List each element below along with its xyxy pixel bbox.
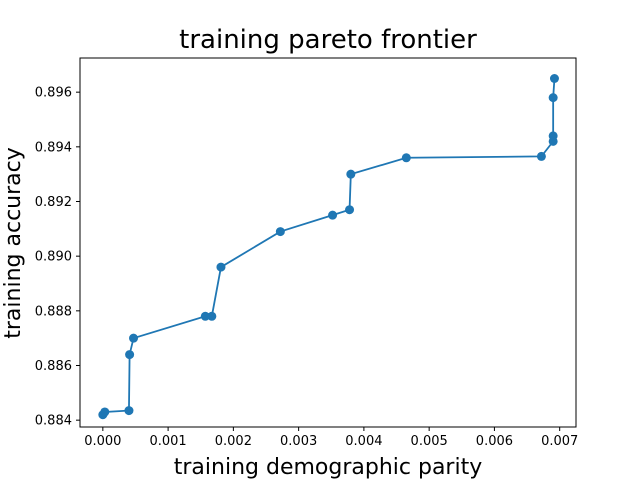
y-tick-label: 0.896 xyxy=(35,86,72,101)
y-tick-label: 0.894 xyxy=(35,140,72,155)
y-tick-label: 0.888 xyxy=(35,304,72,319)
data-point-17 xyxy=(549,74,559,83)
y-tick-label: 0.890 xyxy=(35,250,72,265)
x-tick-label: 0.002 xyxy=(215,434,252,449)
data-point-1 xyxy=(100,407,110,417)
data-point-7 xyxy=(216,262,226,272)
data-point-4 xyxy=(129,333,139,343)
y-axis-label: training accuracy xyxy=(1,147,26,338)
data-point-9 xyxy=(328,210,338,220)
x-tick-label: 0.007 xyxy=(541,434,578,449)
x-tick-label: 0.001 xyxy=(149,434,186,449)
x-axis-label: training demographic parity xyxy=(174,455,482,480)
data-point-2 xyxy=(124,406,134,416)
data-point-3 xyxy=(125,350,135,360)
x-tick-label: 0.005 xyxy=(411,434,448,449)
data-point-16 xyxy=(548,93,558,103)
x-tick-label: 0.000 xyxy=(84,434,121,449)
data-point-10 xyxy=(345,205,355,215)
plot-area: 0.000 0.001 0.002 0.003 0.004 0.005 0.006 0.007… xyxy=(35,57,578,449)
axes-frame xyxy=(79,57,577,428)
chart-title: training pareto frontier xyxy=(179,25,477,55)
data-point-13 xyxy=(536,151,546,161)
data-point-6 xyxy=(207,311,217,321)
data-point-8 xyxy=(275,227,285,237)
series-line-0 xyxy=(102,78,556,416)
data-point-11 xyxy=(346,169,356,179)
x-tick-label: 0.006 xyxy=(476,434,513,449)
x-tick-label: 0.003 xyxy=(280,434,317,449)
data-point-5 xyxy=(200,311,210,321)
data-point-12 xyxy=(401,153,411,163)
y-tick-label: 0.886 xyxy=(35,359,72,374)
y-tick-label: 0.884 xyxy=(35,414,72,429)
x-tick-label: 0.004 xyxy=(345,434,382,449)
data-point-15 xyxy=(548,131,558,141)
y-tick-label: 0.892 xyxy=(35,195,72,210)
